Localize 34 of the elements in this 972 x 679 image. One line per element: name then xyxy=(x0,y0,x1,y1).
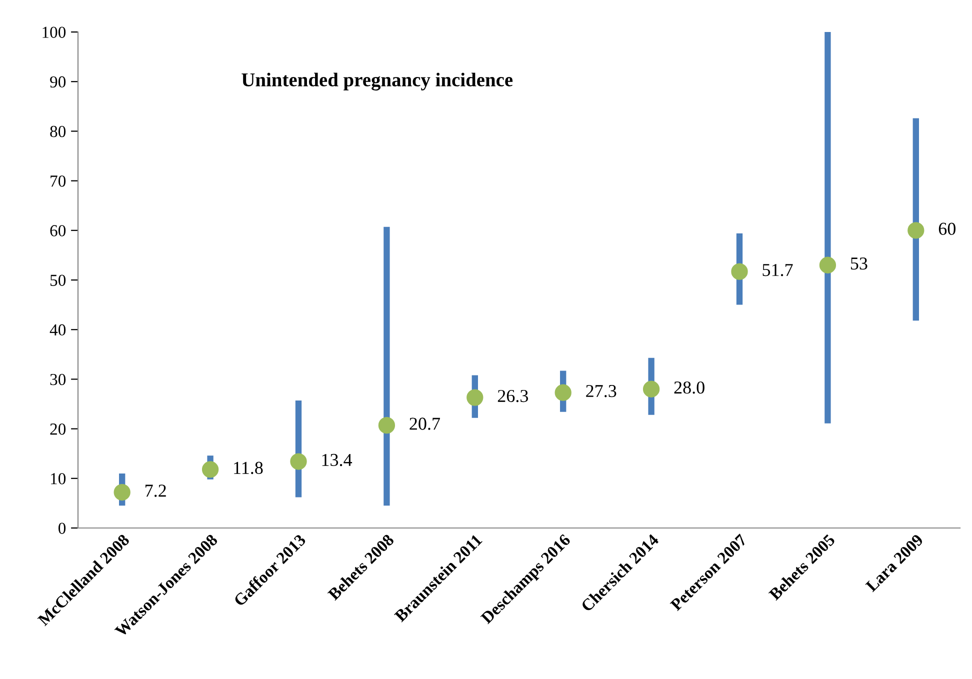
y-tick-label: 70 xyxy=(50,176,66,187)
y-tick-label: 20 xyxy=(50,424,66,435)
y-tick-label: 40 xyxy=(50,324,66,336)
text: Unintended pregnancy incidence xyxy=(242,72,513,90)
data-label: 53 xyxy=(850,258,868,270)
data-label: 7.2 xyxy=(146,484,166,497)
point xyxy=(378,416,396,434)
point xyxy=(202,461,219,478)
point xyxy=(466,389,484,406)
point xyxy=(908,222,924,239)
data-label: 20.7 xyxy=(410,418,440,430)
data-label: 11.8 xyxy=(234,462,263,474)
point xyxy=(819,256,836,274)
data-label: 27.3 xyxy=(586,384,616,398)
point xyxy=(642,380,660,398)
point xyxy=(554,384,572,401)
data-label: 28.0 xyxy=(674,381,704,394)
point xyxy=(114,484,130,501)
y-tick-label: 100 xyxy=(42,26,66,38)
bar xyxy=(384,226,390,506)
y-tick-label: 10 xyxy=(50,473,66,484)
data-label: 60 xyxy=(938,222,956,235)
y-tick-label: 90 xyxy=(50,76,66,88)
y-tick-label: 30 xyxy=(50,374,66,386)
y-tick-label: 60 xyxy=(50,225,66,236)
data-label: 26.3 xyxy=(498,390,528,402)
point xyxy=(290,453,307,470)
data-label: 51.7 xyxy=(762,264,793,276)
y-tick-label: 50 xyxy=(50,274,66,286)
bar xyxy=(824,32,831,424)
y-tick-label: 80 xyxy=(50,126,66,138)
y-tick-label: 0 xyxy=(58,522,66,534)
data-label: 13.4 xyxy=(322,454,352,466)
point xyxy=(731,263,748,280)
